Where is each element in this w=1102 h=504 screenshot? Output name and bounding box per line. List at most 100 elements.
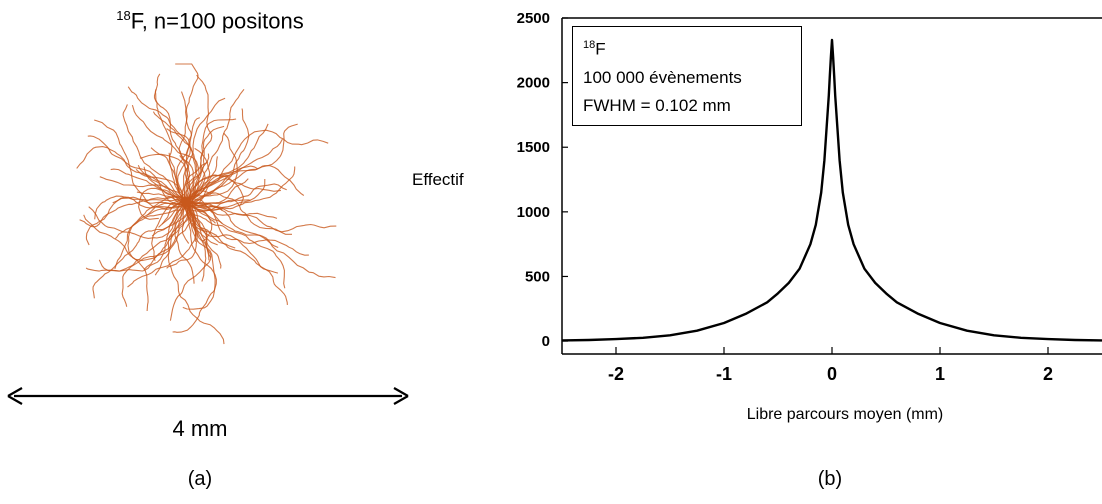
data-point xyxy=(993,334,995,336)
positron-track xyxy=(187,205,279,249)
data-point xyxy=(815,224,817,226)
legend-isotope-symbol: F xyxy=(595,39,606,59)
data-point xyxy=(829,75,831,77)
range-distribution-chart: 0 500 1000 1500 2000 2500 -2 -1 0 1 2 xyxy=(517,10,1102,384)
data-point xyxy=(809,243,811,245)
positron-track xyxy=(189,200,223,224)
positron-tracks-illustration xyxy=(76,63,337,345)
positron-track xyxy=(99,176,188,202)
data-point xyxy=(669,334,671,336)
data-point xyxy=(745,313,747,315)
data-point xyxy=(939,322,941,324)
x-tick-label: 2 xyxy=(1043,364,1053,384)
data-point xyxy=(896,301,898,303)
data-point xyxy=(642,337,644,339)
positron-track xyxy=(186,204,207,282)
positron-track xyxy=(139,153,191,201)
data-point xyxy=(799,268,801,270)
legend-isotope: 18F xyxy=(583,31,801,64)
positron-track xyxy=(186,88,245,201)
positron-track xyxy=(76,146,185,205)
positron-track xyxy=(121,200,184,307)
positron-track xyxy=(131,104,200,207)
positron-track xyxy=(161,200,186,225)
positron-track xyxy=(122,104,186,202)
data-point xyxy=(831,39,833,41)
positron-track xyxy=(176,117,201,205)
chart-legend-box: 18F 100 000 évènements FWHM = 0.102 mm xyxy=(572,26,802,126)
data-point xyxy=(777,292,779,294)
data-point xyxy=(766,301,768,303)
x-tick-label: -1 xyxy=(716,364,732,384)
positron-tracks xyxy=(76,63,337,345)
positron-track xyxy=(154,200,190,276)
positron-track xyxy=(184,153,210,199)
y-axis-ticks: 0 500 1000 1500 2000 2500 xyxy=(517,10,568,350)
x-tick-label: 0 xyxy=(827,364,837,384)
panel-b-caption: (b) xyxy=(817,468,843,490)
positron-track-title: 18F, n=100 positons xyxy=(80,8,340,34)
data-point xyxy=(874,282,876,284)
positron-track xyxy=(174,202,195,284)
scale-label: 4 mm xyxy=(172,416,228,441)
data-point xyxy=(853,243,855,245)
positron-track xyxy=(94,195,188,220)
data-point xyxy=(834,94,836,97)
positron-track xyxy=(153,73,195,204)
positron-track xyxy=(187,178,281,203)
positron-track xyxy=(92,199,191,299)
data-point xyxy=(966,330,968,332)
data-point xyxy=(820,191,822,194)
y-tick-label: 0 xyxy=(542,333,550,350)
positron-track xyxy=(166,205,198,269)
data-point xyxy=(1047,338,1049,340)
x-tick-label: 1 xyxy=(935,364,945,384)
positron-track xyxy=(183,201,286,289)
data-point xyxy=(1020,337,1022,339)
positron-track xyxy=(172,202,217,333)
data-point xyxy=(788,282,790,284)
data-point xyxy=(696,330,698,332)
data-point xyxy=(833,75,835,77)
positron-track xyxy=(79,196,191,228)
data-point xyxy=(830,56,832,58)
positron-track xyxy=(185,203,278,219)
positron-track xyxy=(183,118,237,205)
positron-track xyxy=(187,190,292,235)
positron-track xyxy=(186,74,213,202)
data-point xyxy=(832,56,834,58)
data-point xyxy=(723,322,725,324)
data-point xyxy=(823,159,826,161)
data-point xyxy=(561,339,563,342)
positron-track xyxy=(185,202,222,269)
data-point xyxy=(917,313,919,315)
data-point xyxy=(842,191,844,194)
y-axis-label: Effectif xyxy=(412,170,464,189)
positron-track xyxy=(183,205,288,305)
positron-track xyxy=(188,199,251,205)
data-point xyxy=(863,268,865,270)
positron-track xyxy=(169,204,212,321)
data-point xyxy=(826,127,828,129)
data-point xyxy=(838,159,841,161)
data-point xyxy=(615,338,617,340)
y-tick-label: 2000 xyxy=(517,75,550,92)
data-point xyxy=(1074,339,1076,341)
positron-track xyxy=(188,198,223,211)
legend-isotope-mass: 18 xyxy=(583,39,596,51)
positron-track xyxy=(187,178,249,207)
scale-arrowhead-right xyxy=(393,387,409,405)
data-point xyxy=(588,339,590,341)
y-tick-label: 2500 xyxy=(517,10,550,27)
positron-track xyxy=(168,152,187,205)
data-point xyxy=(828,94,830,97)
data-point xyxy=(836,127,838,129)
positron-track xyxy=(110,168,189,200)
positron-track xyxy=(188,156,218,206)
scale-arrowhead-left xyxy=(7,387,23,405)
positron-track xyxy=(179,155,191,199)
positron-track xyxy=(127,203,197,288)
positron-track xyxy=(167,200,225,345)
positron-track xyxy=(114,205,190,270)
data-point xyxy=(885,292,887,294)
